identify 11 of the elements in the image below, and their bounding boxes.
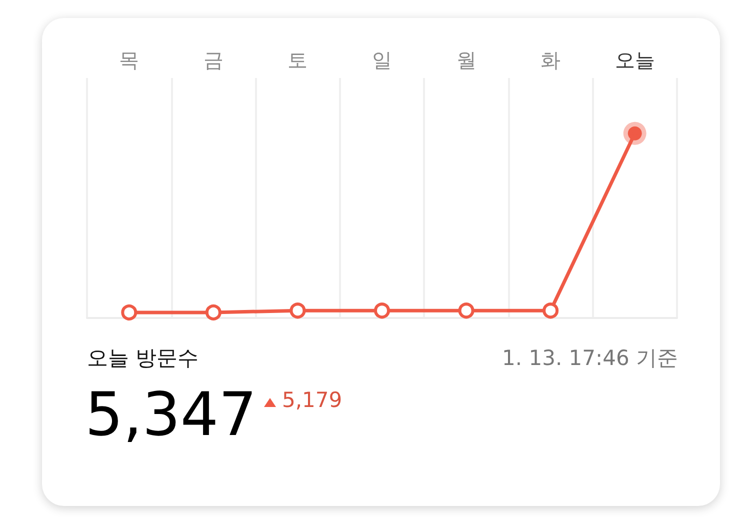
x-tick-label: 목 (119, 48, 140, 72)
x-tick-label: 화 (540, 48, 561, 72)
text: 오늘 방문수 (87, 345, 199, 372)
text: 5,179 (282, 388, 342, 412)
x-tick-label: 금 (203, 48, 224, 72)
text: 5,347 (85, 380, 257, 450)
text: 1. 13. 17:46 기준 (502, 345, 678, 372)
x-tick-label: 월 (456, 48, 476, 72)
x-tick-label: 일 (372, 48, 392, 72)
x-tick-label: 토 (288, 48, 308, 72)
x-tick-label: 오늘 (614, 48, 655, 72)
